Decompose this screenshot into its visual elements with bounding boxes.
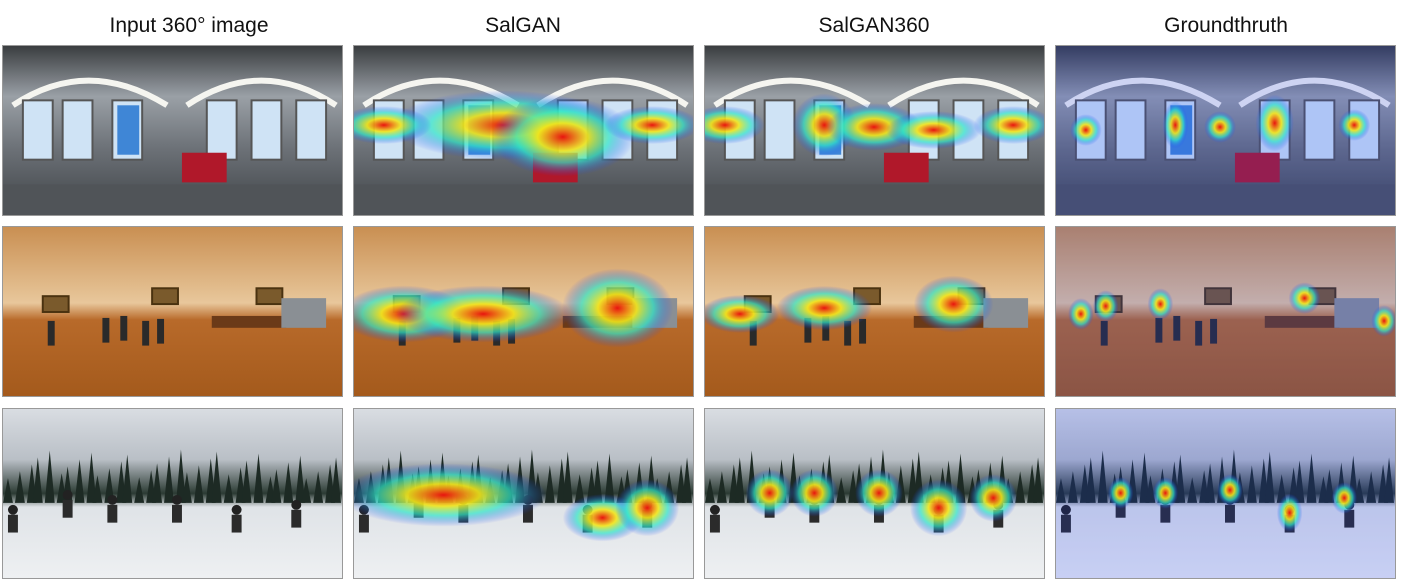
image-train-interior-salgan360 [704,45,1045,216]
saliency-blob-2 [1147,288,1174,320]
saliency-blob-1 [1092,290,1119,322]
snow-field-input-render [3,409,342,578]
image-hall-room-input [2,226,343,397]
saliency-blob-1 [790,469,839,517]
column-title-groundtruth: Groundthruth [1164,14,1288,37]
saliency-blob-2 [561,268,674,348]
saliency-blob-4 [1371,305,1395,337]
saliency-blob-2 [1217,474,1243,506]
hall-room-groundtruth-render [1056,227,1395,396]
image-snow-field-salgan360 [704,408,1045,579]
column-title-input: Input 360° image [109,14,269,37]
saliency-blob-4 [973,106,1044,145]
saliency-blob-3 [909,479,968,537]
hall-room-salgan360-render [705,227,1044,396]
saliency-blob-0 [705,295,780,333]
saliency-blob-4 [969,474,1018,522]
image-hall-room-groundtruth [1055,226,1396,397]
train-interior-input-render [3,46,342,215]
saliency-blob-1 [776,285,873,331]
saliency-blob-1 [395,285,571,343]
train-interior-salgan-render [354,46,693,215]
image-hall-room-salgan360 [704,226,1045,397]
train-interior-salgan360-render [705,46,1044,215]
saliency-blob-3 [705,106,765,145]
image-train-interior-salgan [353,45,694,216]
saliency-blob-3 [604,106,693,145]
hall-room-input-render [3,227,342,396]
saliency-blob-3 [1288,282,1321,314]
snow-field-salgan-render [354,409,693,578]
snow-field-salgan360-render [705,409,1044,578]
image-train-interior-input [2,45,343,216]
saliency-blob-0 [354,463,547,527]
saliency-blob-3 [1338,109,1371,141]
saliency-blob-0 [1068,298,1094,330]
column-title-salgan: SalGAN [485,14,561,37]
saliency-blob-0 [745,469,794,517]
saliency-blob-4 [1331,482,1358,514]
saliency-blob-0 [1107,477,1134,509]
saliency-blob-2 [615,479,680,537]
saliency-blob-2 [1255,94,1294,152]
saliency-blob-0 [1204,111,1236,143]
saliency-blob-2 [354,106,432,145]
train-interior-groundtruth-render [1056,46,1395,215]
saliency-blob-1 [1152,477,1179,509]
saliency-blob-1 [491,97,635,177]
hall-room-salgan-render [354,227,693,396]
image-train-interior-groundtruth [1055,45,1396,216]
saliency-blob-2 [885,111,982,149]
saliency-blob-2 [855,469,903,517]
saliency-blob-2 [913,275,994,333]
image-snow-field-salgan [353,408,694,579]
saliency-blob-4 [1069,114,1102,146]
column-title-salgan360: SalGAN360 [818,14,930,37]
saliency-blob-3 [1276,493,1303,532]
snow-field-groundtruth-render [1056,409,1395,578]
image-snow-field-input [2,408,343,579]
saliency-blob-1 [1162,101,1189,149]
image-snow-field-groundtruth [1055,408,1396,579]
image-hall-room-salgan [353,226,694,397]
